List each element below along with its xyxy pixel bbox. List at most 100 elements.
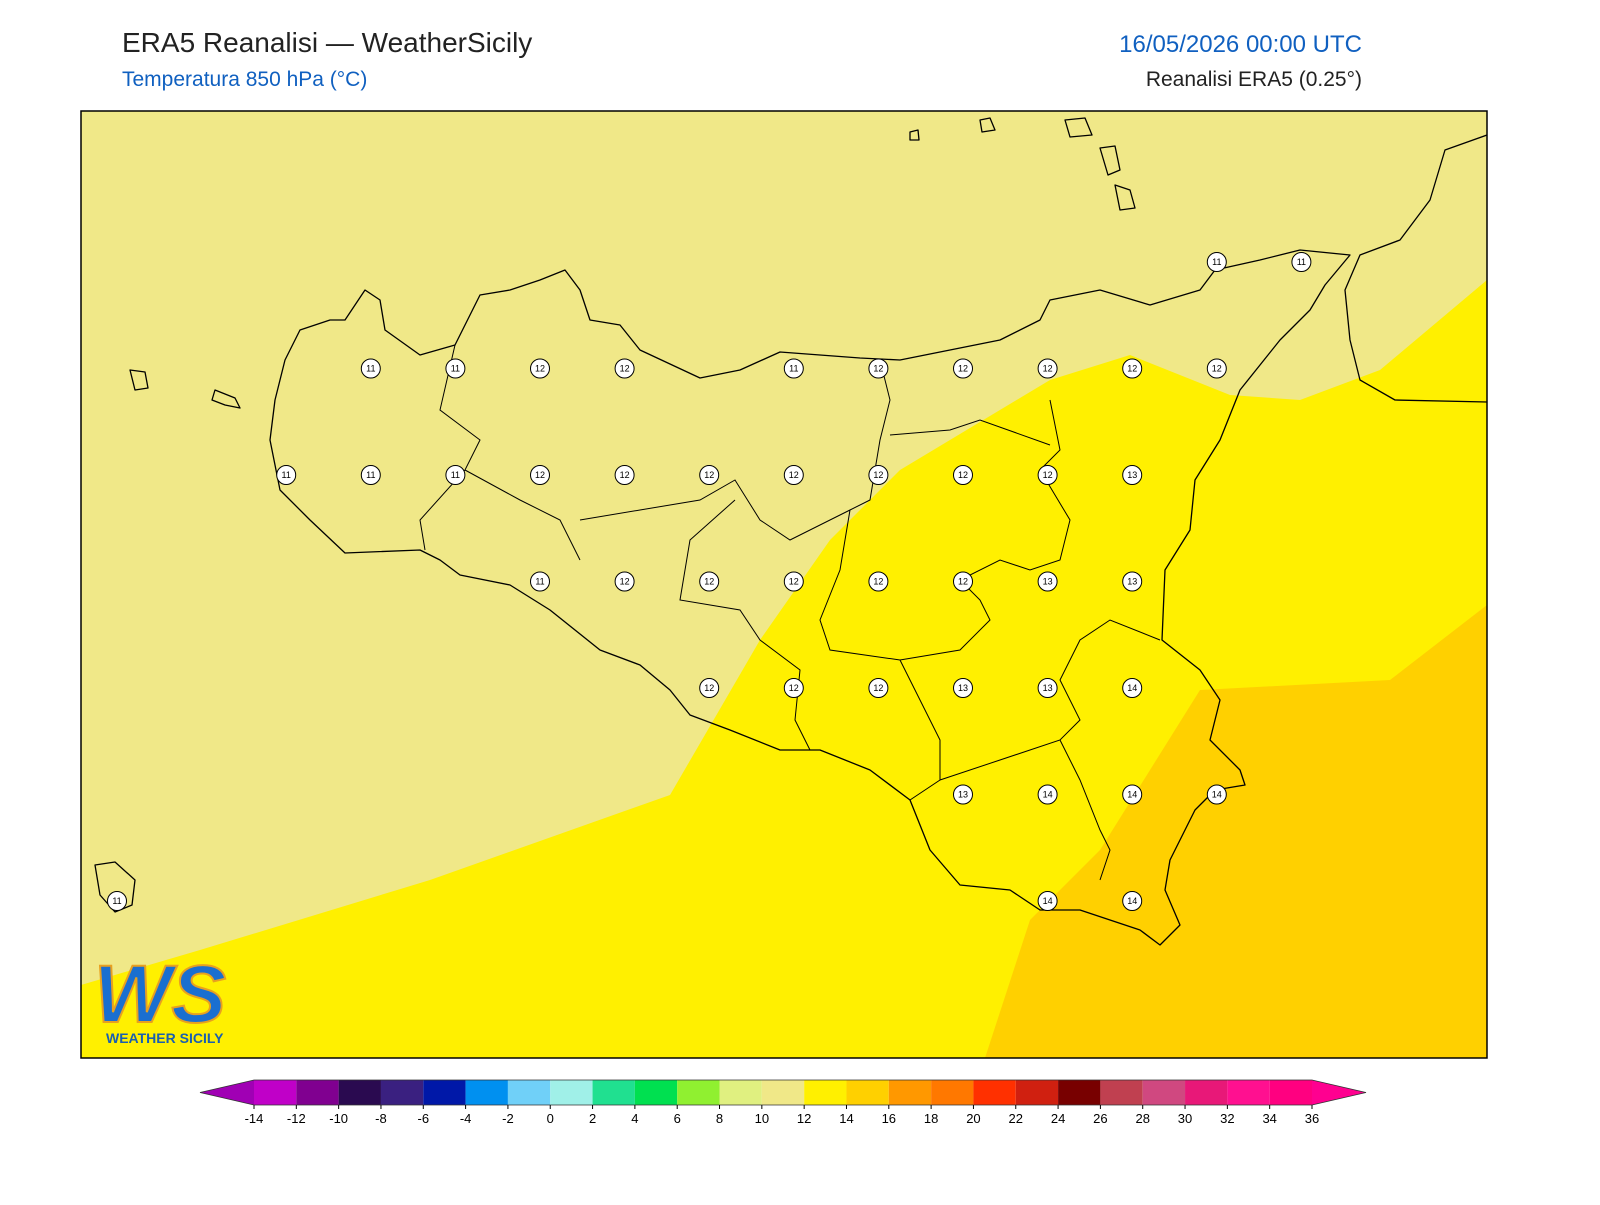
colorbar-box: [1058, 1080, 1101, 1105]
station-marker: [699, 465, 720, 485]
station-marker: [1206, 252, 1227, 272]
colorbar-box: [973, 1080, 1016, 1105]
colorbar-tick-label: 36: [1305, 1111, 1319, 1126]
colorbar-tick-label: -8: [375, 1111, 387, 1126]
station-value: 12: [1043, 470, 1053, 480]
logo-mark: WS: [94, 949, 226, 1040]
colorbar-box: [423, 1080, 466, 1105]
station-value: 12: [958, 364, 968, 374]
station-marker: [1206, 358, 1227, 379]
station-value: 14: [1212, 790, 1222, 800]
colorbar-box: [931, 1080, 974, 1105]
station-value: 11: [535, 577, 544, 587]
colorbar-tick-label: 0: [547, 1111, 554, 1126]
station-marker: [445, 358, 466, 379]
colorbar-tick-label: 32: [1220, 1111, 1234, 1126]
colorbar-box: [1015, 1080, 1059, 1105]
colorbar-box: [846, 1080, 889, 1105]
station-marker: [1206, 784, 1227, 805]
station-marker: [699, 678, 720, 698]
station-marker: [360, 465, 381, 485]
station-marker: [868, 571, 889, 592]
colorbar-tick-label: 26: [1093, 1111, 1107, 1126]
station-value: 14: [1127, 790, 1137, 800]
colorbar-tick-label: 6: [674, 1111, 681, 1126]
colorbar-box: [761, 1080, 805, 1105]
station-value: 13: [1043, 683, 1053, 693]
station-value: 13: [1127, 577, 1137, 587]
station-marker: [614, 358, 635, 379]
station-value: 12: [958, 577, 968, 587]
station-value: 12: [620, 470, 630, 480]
station-value: 12: [1043, 364, 1053, 374]
station-value: 12: [704, 683, 714, 693]
station-marker: [953, 571, 973, 592]
station-marker: [1122, 784, 1143, 805]
colorbar-box: [1269, 1080, 1312, 1105]
station-marker: [1122, 891, 1143, 911]
station-marker: [1037, 784, 1058, 805]
station-marker: [1291, 252, 1312, 272]
station-value: 14: [1043, 896, 1053, 906]
station-marker: [445, 465, 466, 485]
station-marker: [530, 571, 550, 592]
colorbar-box: [888, 1080, 932, 1105]
station-value: 12: [958, 470, 968, 480]
station-marker: [953, 358, 973, 379]
colorbar-tick-label: -2: [502, 1111, 514, 1126]
colorbar-box: [1100, 1080, 1143, 1105]
colorbar-box: [338, 1080, 381, 1105]
colorbar-tick-label: 14: [839, 1111, 853, 1126]
station-marker: [868, 358, 889, 379]
station-value: 12: [873, 364, 883, 374]
map-frame: [80, 110, 1488, 1059]
colorbar-tick-label: 22: [1009, 1111, 1023, 1126]
station-value: 12: [789, 577, 799, 587]
colorbar-tick-label: -12: [287, 1111, 306, 1126]
colorbar-box: [507, 1080, 551, 1105]
station-value: 12: [704, 577, 714, 587]
station-value: 12: [789, 470, 799, 480]
station-value: 12: [873, 470, 883, 480]
colorbar-tick-label: -10: [329, 1111, 348, 1126]
station-marker: [783, 358, 804, 379]
coastline: [269, 249, 1351, 946]
station-value: 11: [112, 896, 121, 906]
colorbar-box: [465, 1080, 508, 1105]
logo-caption: WEATHER SICILY: [106, 1030, 224, 1046]
colorbar-extend: [200, 1080, 254, 1105]
colorbar-box: [677, 1080, 720, 1105]
station-marker: [699, 571, 720, 592]
colorbar-tick-label: 4: [631, 1111, 638, 1126]
station-marker: [614, 465, 635, 485]
station-value: 12: [620, 577, 630, 587]
station-marker: [1037, 465, 1058, 485]
date: 16/05/2026 00:00 UTC: [1119, 31, 1362, 58]
colorbar-extend: [1312, 1080, 1366, 1105]
station-value: 12: [535, 470, 545, 480]
colorbar-tick-label: 28: [1135, 1111, 1149, 1126]
source: Reanalisi ERA5 (0.25°): [1146, 68, 1362, 91]
station-marker: [530, 465, 550, 485]
station-value: 14: [1127, 683, 1137, 693]
station-marker: [1122, 358, 1143, 379]
colorbar-box: [1185, 1080, 1228, 1105]
station-value: 13: [958, 790, 968, 800]
station-marker: [1037, 571, 1058, 592]
station-value: 11: [1212, 257, 1221, 267]
island: [94, 117, 1136, 913]
colorbar: -14 -12 -10 -8 -6 -4 -2 0 2 4 6 8 10 12 14 16 18 20 22 24 26…: [199, 1079, 1367, 1126]
temp-region: [985, 605, 1487, 1058]
station-marker: [783, 465, 804, 485]
station-value: 12: [535, 364, 545, 374]
province-border: [419, 344, 1161, 881]
colorbar-tick-label: 18: [924, 1111, 938, 1126]
colorbar-tick-label: 10: [755, 1111, 769, 1126]
colorbar-box: [804, 1080, 847, 1105]
colorbar-box: [254, 1080, 297, 1105]
station-marker: [1037, 891, 1058, 911]
station-value: 12: [873, 577, 883, 587]
station-marker: [953, 678, 973, 698]
colorbar-box: [380, 1080, 424, 1105]
